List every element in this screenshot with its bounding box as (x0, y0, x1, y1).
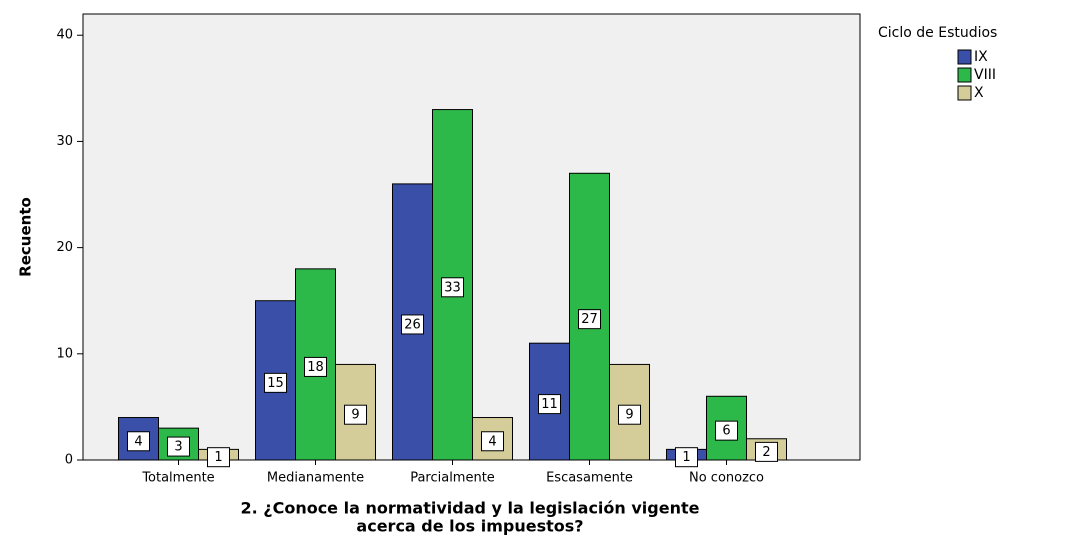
y-tick-label: 20 (56, 240, 73, 255)
x-axis-label: acerca de los impuestos? (356, 517, 583, 536)
value-label: 1 (214, 450, 222, 465)
legend-swatch (957, 85, 972, 101)
value-label: 2 (762, 445, 770, 460)
legend-title: Ciclo de Estudios (878, 25, 997, 41)
value-label-box (618, 404, 641, 425)
legend-label: IX (974, 49, 988, 65)
value-label-box (167, 436, 190, 457)
value-label-box (481, 431, 504, 452)
value-label-box (715, 420, 738, 441)
value-label-box (675, 447, 698, 468)
value-label-box (538, 394, 561, 415)
y-axis-label: Recuento (17, 197, 35, 277)
value-label: 6 (722, 424, 730, 439)
value-label: 11 (541, 397, 558, 412)
value-label-box (127, 431, 150, 452)
value-label: 9 (625, 408, 633, 423)
x-tick-label: Medianamente (267, 471, 364, 486)
value-label-box (401, 314, 424, 335)
value-label-box (578, 309, 601, 330)
x-tick-label: Parcialmente (410, 471, 495, 486)
value-label: 33 (444, 280, 461, 295)
value-label-box (344, 404, 367, 425)
bar (569, 172, 610, 461)
value-label: 18 (307, 360, 324, 375)
y-tick-label: 10 (56, 346, 73, 361)
value-label: 15 (267, 376, 284, 391)
value-label-box (264, 372, 287, 393)
value-label: 26 (404, 317, 421, 332)
value-label: 4 (134, 434, 142, 449)
value-label: 3 (174, 440, 182, 455)
value-label-box (441, 277, 464, 298)
value-label: 9 (351, 408, 359, 423)
legend-label: X (974, 85, 984, 101)
legend-swatch (957, 49, 972, 65)
x-tick-label: Totalmente (141, 471, 214, 486)
x-tick-label: No conozco (689, 471, 764, 486)
y-tick-label: 40 (56, 28, 73, 43)
y-tick-label: 30 (56, 134, 73, 149)
value-label-box (207, 447, 230, 468)
legend-label: VIII (974, 67, 996, 83)
legend-swatch (957, 67, 972, 83)
y-tick-label: 0 (65, 453, 73, 468)
value-label: 1 (682, 450, 690, 465)
value-label: 4 (488, 434, 496, 449)
x-tick-label: Escasamente (546, 471, 633, 486)
value-label-box (304, 356, 327, 377)
value-label: 27 (581, 312, 598, 327)
value-label-box (755, 441, 778, 462)
x-axis-label: 2. ¿Conoce la normatividad y la legislac… (241, 499, 700, 518)
